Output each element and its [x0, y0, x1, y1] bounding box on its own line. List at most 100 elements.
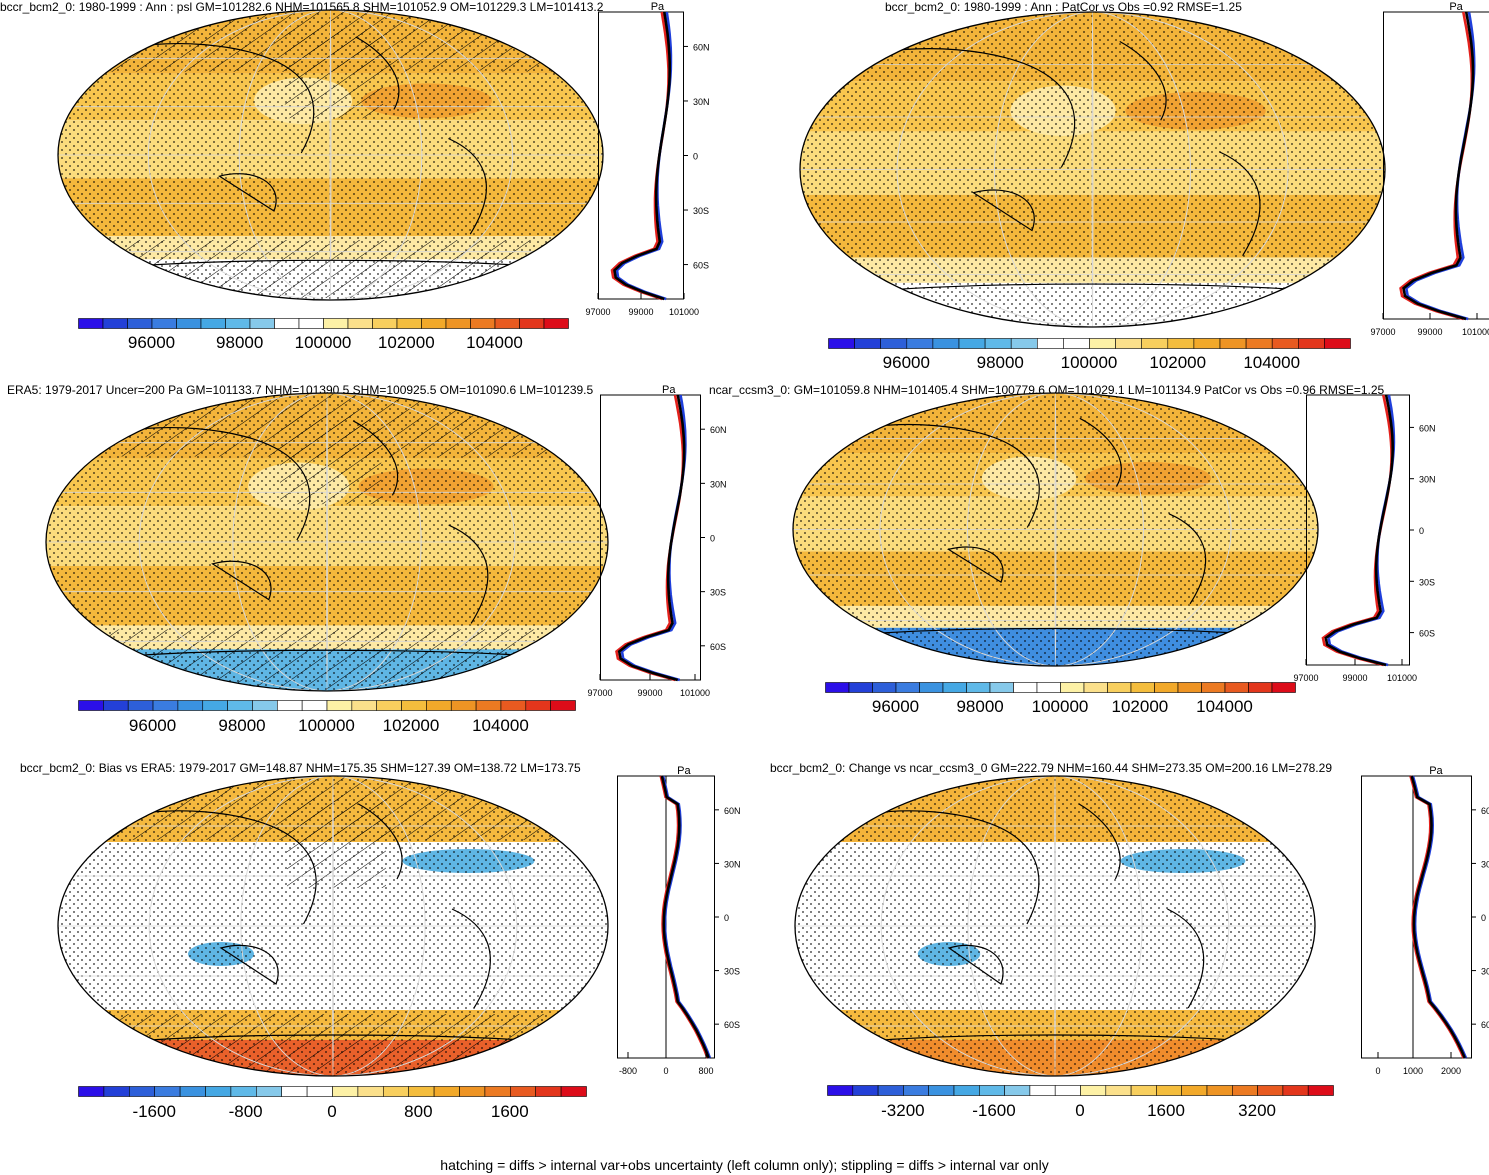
profile-tick-label: 101000: [1387, 673, 1417, 683]
latitude-label: 30S: [693, 206, 709, 216]
profile-unit: Pa: [662, 384, 676, 396]
colorbar-tick-label: -1600: [972, 1101, 1016, 1120]
colorbar-tick-label: 98000: [976, 353, 1024, 372]
colorbar: [78, 318, 569, 329]
profile-unit: Pa: [677, 765, 691, 777]
zonal-profile: Pa 97000 99000 101000: [1370, 1, 1489, 337]
colorbar-tick-label: 104000: [472, 716, 529, 735]
zonal-profile: Pa 97000 99000 101000 60N 30N 0 30S 60S: [587, 384, 727, 698]
colorbar-tick-label: 100000: [1060, 353, 1118, 372]
colorbar-tick-label: 1600: [1147, 1101, 1185, 1120]
profile-tick-label: 97000: [587, 688, 612, 698]
profile-tick-label: 97000: [1370, 327, 1395, 337]
profile-tick-label: 1000: [1403, 1066, 1423, 1076]
colorbar-tick-label: 104000: [1196, 697, 1253, 716]
colorbar-tick-label: 96000: [127, 333, 176, 352]
colorbar-tick-label: 104000: [1243, 353, 1301, 372]
latitude-label: 60S: [1419, 629, 1435, 639]
colorbar-tick-label: 102000: [1111, 697, 1169, 716]
zonal-profile: 97000 99000 101000 60N 30N 0 30S 60S: [1293, 394, 1436, 683]
latitude-label: 30S: [1419, 577, 1435, 587]
colorbar-tick-label: -1600: [132, 1102, 176, 1121]
latitude-label: 60N: [1419, 423, 1436, 433]
colorbar-tick-label: -3200: [881, 1101, 925, 1120]
latitude-label: 0: [1419, 526, 1424, 536]
profile-tick-label: 99000: [1342, 673, 1367, 683]
colorbar-tick-label: 104000: [466, 333, 523, 352]
profile-tick-label: 101000: [669, 307, 699, 317]
colorbar-tick-label: 96000: [128, 716, 177, 735]
colorbar-tick-label: 100000: [294, 333, 352, 352]
profile-tick-label: 99000: [628, 307, 653, 317]
colorbar-tick-label: 102000: [382, 716, 440, 735]
colorbar-tick-label: 98000: [216, 333, 264, 352]
latitude-label: 30N: [724, 859, 741, 869]
footnote: hatching = diffs > internal var+obs unce…: [440, 1157, 1049, 1173]
colorbar: [827, 1085, 1334, 1096]
world-map: [799, 11, 1386, 328]
latitude-label: 30S: [724, 967, 740, 977]
profile-tick-label: 97000: [585, 307, 610, 317]
latitude-label: 0: [724, 913, 729, 923]
profile-unit: Pa: [1449, 1, 1463, 13]
panel-title: ncar_ccsm3_0: GM=101059.8 NHM=101405.4 S…: [709, 383, 1385, 397]
colorbar: [78, 700, 576, 711]
profile-tick-label: 0: [663, 1066, 668, 1076]
latitude-label: 0: [1481, 913, 1486, 923]
latitude-label: 60N: [724, 806, 741, 816]
colorbar-tick-label: 0: [327, 1102, 337, 1121]
latitude-label: 60S: [724, 1020, 740, 1030]
latitude-label: 30N: [710, 479, 727, 489]
world-map: [57, 9, 604, 301]
world-map: [57, 775, 609, 1077]
panel-title: bccr_bcm2_0: 1980-1999 : Ann : PatCor vs…: [885, 0, 1242, 14]
panel-title: bccr_bcm2_0: 1980-1999 : Ann : psl GM=10…: [0, 0, 604, 14]
profile-unit: Pa: [651, 1, 665, 13]
colorbar-tick-label: 96000: [882, 353, 930, 372]
colorbar-tick-label: 3200: [1238, 1101, 1277, 1120]
colorbar-tick-label: 1600: [490, 1102, 529, 1121]
panel-title: bccr_bcm2_0: Change vs ncar_ccsm3_0 GM=2…: [770, 761, 1332, 775]
colorbar-tick-label: 98000: [956, 697, 1004, 716]
latitude-label: 60: [1481, 1020, 1489, 1030]
colorbar-tick-label: 100000: [1031, 697, 1089, 716]
profile-tick-label: 99000: [1417, 327, 1442, 337]
profile-tick-label: 0: [1375, 1066, 1380, 1076]
profile-tick-label: 99000: [637, 688, 662, 698]
latitude-label: 60: [1481, 806, 1489, 816]
colorbar-tick-label: -800: [228, 1102, 263, 1121]
panel-title: bccr_bcm2_0: Bias vs ERA5: 1979-2017 GM=…: [20, 761, 581, 775]
profile-tick-label: -800: [619, 1066, 637, 1076]
latitude-label: 30S: [710, 588, 726, 598]
colorbar: [825, 682, 1296, 693]
world-map: [45, 392, 609, 692]
zonal-profile: Pa 0 1000 2000 60 30 0 30 60: [1361, 765, 1489, 1076]
latitude-label: 30: [1481, 967, 1489, 977]
latitude-label: 60N: [710, 425, 727, 435]
colorbar: [78, 1086, 587, 1097]
latitude-label: 30N: [1419, 475, 1436, 485]
latitude-label: 60S: [710, 642, 726, 652]
colorbar-tick-label: 102000: [1149, 353, 1207, 372]
colorbar-tick-label: 96000: [871, 697, 920, 716]
colorbar: [828, 338, 1351, 349]
profile-tick-label: 2000: [1441, 1066, 1461, 1076]
zonal-profile: Pa 97000 99000 101000 60N 30N 0 30S 60S: [585, 1, 710, 317]
latitude-label: 30: [1481, 859, 1489, 869]
profile-tick-label: 97000: [1293, 673, 1318, 683]
profile-unit: Pa: [1429, 765, 1443, 777]
colorbar-tick-label: 800: [404, 1102, 433, 1121]
panel-title: ERA5: 1979-2017 Uncer=200 Pa GM=101133.7…: [7, 383, 594, 397]
latitude-label: 60S: [693, 261, 709, 271]
latitude-label: 30N: [693, 97, 710, 107]
colorbar-tick-label: 98000: [218, 716, 266, 735]
colorbar-tick-label: 0: [1075, 1101, 1085, 1120]
latitude-label: 60N: [693, 42, 710, 52]
profile-tick-label: 800: [698, 1066, 713, 1076]
world-map: [792, 392, 1319, 667]
latitude-label: 0: [710, 534, 715, 544]
latitude-label: 0: [693, 152, 698, 162]
colorbar-tick-label: 100000: [298, 716, 355, 735]
profile-tick-label: 101000: [1462, 327, 1489, 337]
profile-tick-label: 101000: [680, 688, 710, 698]
